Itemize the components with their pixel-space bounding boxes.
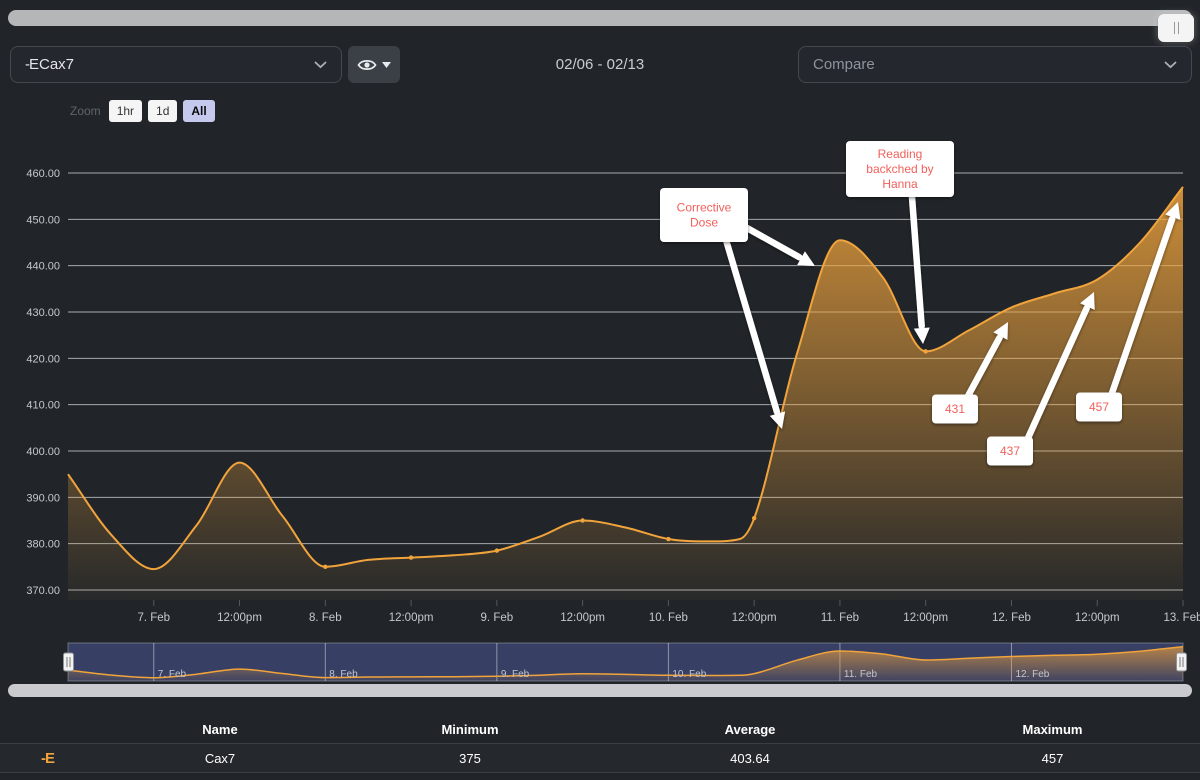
col-header-name: Name [202,721,238,737]
navigator-day-label: 12. Feb [1015,669,1049,680]
y-axis-label: 370.00 [26,585,60,597]
y-axis-label: 380.00 [26,539,60,551]
y-axis-label: 440.00 [26,261,60,273]
annotation-box[interactable]: 431 [932,394,978,424]
x-axis-label: 10. Feb [649,612,688,624]
navigator-area [68,646,1183,681]
series-marker[interactable] [751,515,757,521]
navigator-day-label: 9. Feb [501,669,530,680]
zoom-toolbar: Zoom 1hr 1d All [70,100,215,122]
y-axis-label: 460.00 [26,168,60,180]
stats-table: Name Minimum Average Maximum -E Cax7 375… [0,715,1200,773]
top-scrollbar[interactable] [8,10,1194,42]
series-marker[interactable] [408,555,414,560]
x-axis-label: 11. Feb [821,612,859,624]
navigator-day-label: 8. Feb [329,669,358,680]
col-header-minimum: Minimum [441,721,499,737]
series-marker[interactable] [923,349,928,354]
navigator-handle-left[interactable] [63,652,74,672]
series-symbol: -E [25,56,39,73]
annotation-arrows [722,193,1181,442]
annotation-text: 457 [1089,400,1109,414]
annotation-arrowhead [1165,202,1181,220]
zoom-all-button[interactable]: All [183,100,215,122]
navigator-day-label: 11. Feb [844,669,878,680]
y-axis-label: 450.00 [26,214,60,226]
series-legend-icon[interactable]: -E [41,749,55,767]
y-axis-label: 420.00 [26,353,60,365]
annotation-arrowhead [769,411,786,429]
y-axis-label: 390.00 [26,492,60,504]
chevron-down-icon [1164,61,1177,68]
series-marker[interactable] [666,536,671,542]
x-axis-label: 12:00pm [1075,612,1120,624]
annotation-text: Corrective Dose [677,201,732,230]
x-axis-label: 12:00pm [389,612,434,624]
annotation-text: Reading backched by Hanna [866,147,933,191]
y-axis-label: 410.00 [26,400,60,412]
annotation-text: 431 [945,402,965,416]
annotation-box[interactable]: 437 [987,436,1033,466]
annotation-arrow [1108,215,1176,397]
cell-name: Cax7 [204,750,236,766]
compare-select[interactable]: Compare [798,46,1192,83]
series-marker[interactable] [580,518,585,523]
navigator-scrollbar[interactable] [8,684,1192,697]
zoom-1d-button[interactable]: 1d [148,100,178,122]
x-axis-label: 12:00pm [732,612,777,624]
x-axis-label: 7. Feb [137,612,170,624]
navigator-handle-right[interactable] [1176,652,1187,672]
date-range-label: 02/06 - 02/13 [555,56,645,73]
navigator-line [67,645,1184,679]
annotation-arrow [908,193,925,330]
annotation-arrowhead [797,251,815,266]
cell-average: 403.64 [730,750,770,766]
x-axis-label: 8. Feb [309,612,342,624]
series-select[interactable]: -ECax7 [10,46,342,83]
x-axis-label: 9. Feb [481,612,514,624]
annotation-arrow [964,334,1003,400]
annotation-box[interactable]: Corrective Dose [660,188,748,242]
series-line [67,186,1184,571]
chevron-down-icon [314,61,327,68]
table-row: -E Cax7 375 403.64 457 [0,744,1200,773]
annotation-arrowhead [1080,292,1095,310]
annotation-arrowhead [993,322,1008,340]
cell-maximum: 457 [1041,750,1064,766]
annotation-box[interactable]: Reading backched by Hanna [846,141,954,197]
cell-minimum: 375 [459,750,481,766]
series-area [68,186,1183,600]
series-select-value: -ECax7 [25,56,75,73]
y-axis-label: 400.00 [26,446,60,458]
series-marker[interactable] [494,548,500,553]
zoom-1hr-button[interactable]: 1hr [108,100,143,122]
annotation-arrow [722,236,781,415]
stats-header-row: Name Minimum Average Maximum [0,715,1200,744]
annotation-text: 437 [1000,444,1020,458]
caret-down-icon [382,61,391,68]
series-marker[interactable] [323,564,328,570]
eye-icon [357,59,377,70]
main-chart: 460.00 450.00 440.00 430.00 420.00 410.00 400.… [26,141,1200,682]
col-header-average: Average [724,721,776,737]
annotation-box[interactable]: 457 [1076,392,1122,422]
compare-placeholder: Compare [813,56,875,73]
annotation-arrow [743,224,803,261]
x-axis-label: 13. Feb [1164,612,1200,624]
annotation-arrow [1024,305,1090,442]
x-axis-label: 12. Feb [992,612,1031,624]
col-header-maximum: Maximum [1022,721,1083,737]
navigator-day-label: 7. Feb [158,669,187,680]
x-axis-label: 12:00pm [903,612,948,624]
annotation-arrowhead [913,327,930,344]
visibility-toggle-button[interactable] [348,46,400,83]
navigator-day-label: 10. Feb [672,669,706,680]
zoom-label: Zoom [70,104,101,118]
x-axis-label: 12:00pm [560,612,605,624]
top-scrollbar-handle[interactable] [1158,14,1194,42]
y-axis-label: 430.00 [26,307,60,319]
x-axis-label: 12:00pm [217,612,262,624]
